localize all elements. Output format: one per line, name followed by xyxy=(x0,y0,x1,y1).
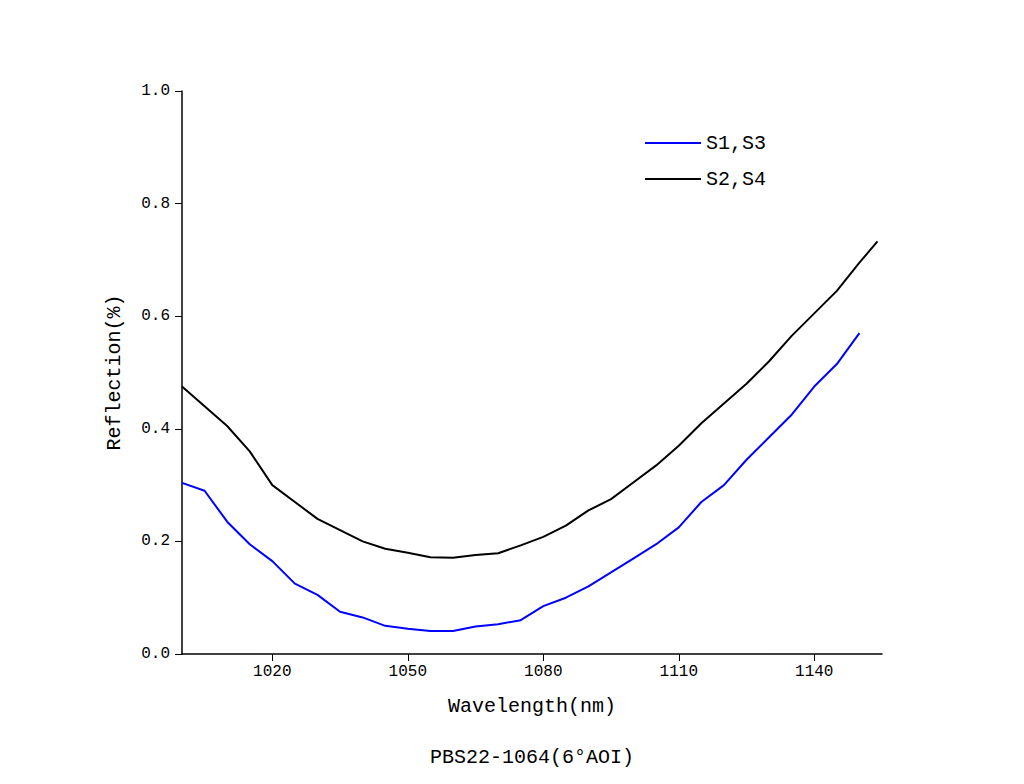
svg-text:PBS22-1064(6°AOI): PBS22-1064(6°AOI) xyxy=(430,746,634,769)
svg-text:0.6: 0.6 xyxy=(141,307,170,325)
svg-text:1.0: 1.0 xyxy=(141,82,170,100)
svg-text:Wavelength(nm): Wavelength(nm) xyxy=(448,695,616,718)
svg-text:0.4: 0.4 xyxy=(141,420,170,438)
svg-text:0.0: 0.0 xyxy=(141,645,170,663)
svg-text:1080: 1080 xyxy=(524,663,562,681)
svg-text:1050: 1050 xyxy=(389,663,427,681)
svg-text:S1,S3: S1,S3 xyxy=(706,132,766,155)
svg-text:0.8: 0.8 xyxy=(141,195,170,213)
svg-text:0.2: 0.2 xyxy=(141,532,170,550)
svg-text:1020: 1020 xyxy=(253,663,291,681)
svg-text:1110: 1110 xyxy=(660,663,698,681)
svg-text:1140: 1140 xyxy=(795,663,833,681)
svg-text:S2,S4: S2,S4 xyxy=(706,168,766,191)
svg-text:Reflection(%): Reflection(%) xyxy=(103,294,126,450)
